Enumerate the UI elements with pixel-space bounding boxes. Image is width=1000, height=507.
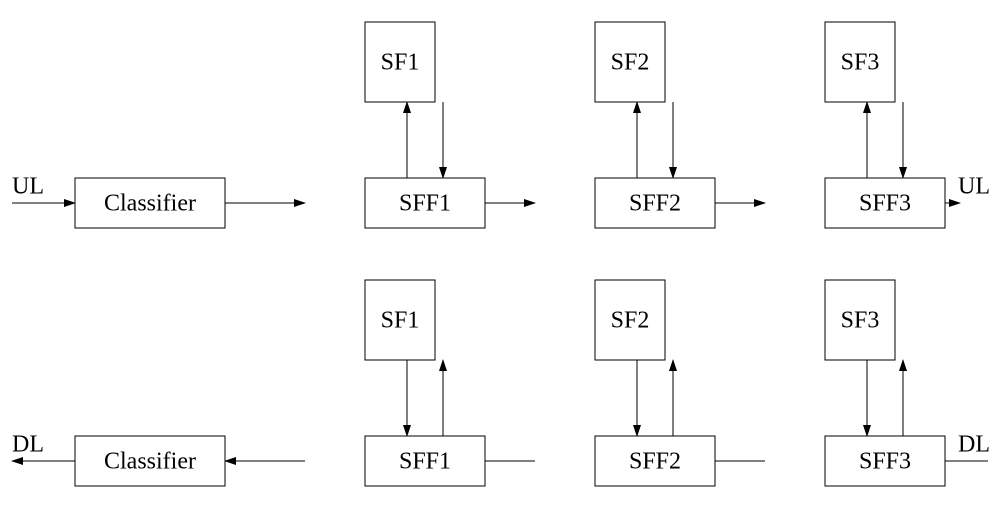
node-label-ul_classifier: Classifier (104, 191, 196, 217)
node-label-dl_sff3: SFF3 (859, 449, 911, 475)
edge-label-ul_out: UL (958, 174, 990, 200)
edge-label-dl_out: DL (12, 432, 44, 458)
edge-label-ul_in: UL (12, 174, 44, 200)
node-label-ul_sf3: SF3 (841, 50, 880, 76)
flowchart-diagram: Classifier SFF1 SFF2 SFF3 SF1 SF2 SF3 Classifie… (0, 0, 1000, 507)
node-label-dl_sf1: SF1 (381, 308, 420, 334)
edge-label-dl_in: DL (958, 432, 990, 458)
node-label-ul_sff2: SFF2 (629, 191, 681, 217)
node-label-dl_sff1: SFF1 (399, 449, 451, 475)
node-label-ul_sff1: SFF1 (399, 191, 451, 217)
node-label-dl_sf2: SF2 (611, 308, 650, 334)
node-label-ul_sf1: SF1 (381, 50, 420, 76)
node-label-ul_sf2: SF2 (611, 50, 650, 76)
node-label-dl_classifier: Classifier (104, 449, 196, 475)
node-label-dl_sff2: SFF2 (629, 449, 681, 475)
node-label-ul_sff3: SFF3 (859, 191, 911, 217)
node-label-dl_sf3: SF3 (841, 308, 880, 334)
